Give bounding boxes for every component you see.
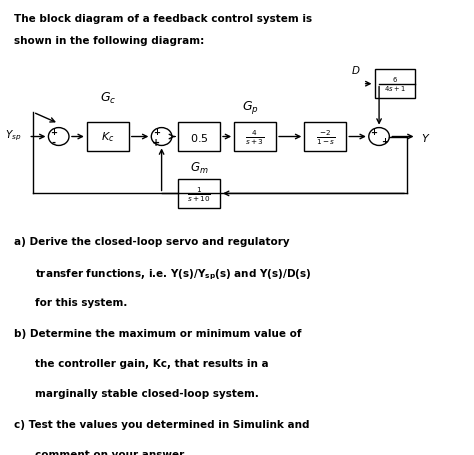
Text: shown in the following diagram:: shown in the following diagram: (14, 36, 204, 46)
Text: a) Derive the closed-loop servo and regulatory: a) Derive the closed-loop servo and regu… (14, 237, 290, 247)
Text: +: + (153, 128, 160, 137)
Text: +: + (381, 137, 388, 146)
Text: $\frac{6}{4s+1}$: $\frac{6}{4s+1}$ (384, 76, 407, 94)
Text: $\frac{1}{s+10}$: $\frac{1}{s+10}$ (187, 185, 211, 203)
Bar (234, 123, 276, 152)
Text: The block diagram of a feedback control system is: The block diagram of a feedback control … (14, 14, 312, 24)
Text: $G_c$: $G_c$ (100, 91, 116, 106)
Bar (178, 180, 220, 208)
Text: +: + (152, 137, 161, 147)
Text: comment on your answer.: comment on your answer. (36, 450, 187, 455)
Text: $Y_{sp}$: $Y_{sp}$ (5, 128, 21, 142)
Bar (178, 123, 220, 152)
Text: $0.5$: $0.5$ (190, 131, 208, 143)
Text: transfer functions, i.e. $\mathbf{Y(s)/Y_{sp}(s)}$ and $\mathbf{Y(s)/D(s)}$: transfer functions, i.e. $\mathbf{Y(s)/Y… (36, 267, 312, 281)
Text: +: + (50, 128, 57, 137)
Text: $K_c$: $K_c$ (101, 130, 115, 144)
Bar (375, 71, 415, 99)
Text: -: - (52, 137, 55, 147)
Text: b) Determine the maximum or minimum value of: b) Determine the maximum or minimum valu… (14, 328, 302, 338)
Bar (87, 123, 129, 152)
Text: for this system.: for this system. (36, 298, 128, 307)
Text: the controller gain, Kc, that results in a: the controller gain, Kc, that results in… (36, 358, 269, 368)
Text: $D$: $D$ (351, 64, 360, 76)
Text: +: + (370, 128, 377, 137)
Text: $\frac{-2}{1-s}$: $\frac{-2}{1-s}$ (316, 128, 335, 147)
Text: c) Test the values you determined in Simulink and: c) Test the values you determined in Sim… (14, 419, 310, 429)
Text: $\frac{4}{s+3}$: $\frac{4}{s+3}$ (246, 128, 265, 147)
Text: $Y$: $Y$ (421, 131, 431, 143)
Text: marginally stable closed-loop system.: marginally stable closed-loop system. (36, 389, 259, 399)
Text: $G_p$: $G_p$ (242, 98, 259, 115)
Bar (304, 123, 346, 152)
Text: $G_m$: $G_m$ (190, 160, 208, 175)
